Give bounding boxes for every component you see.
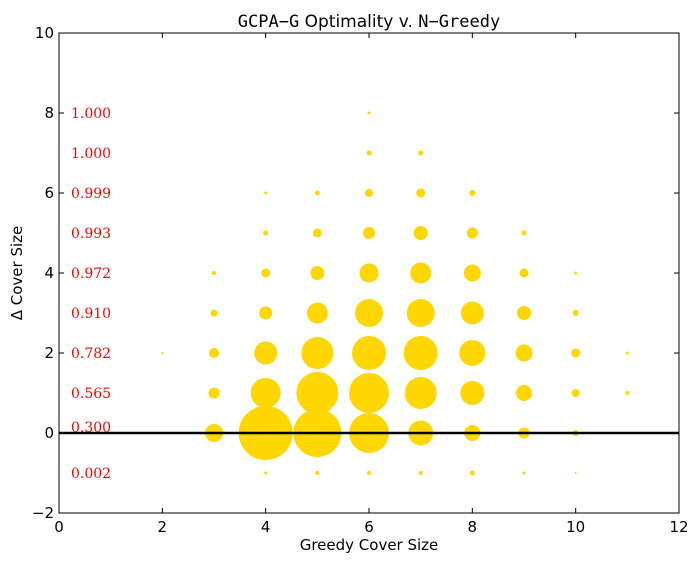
data-point (625, 351, 629, 355)
data-point (413, 226, 428, 240)
data-point (306, 302, 328, 324)
data-point (301, 337, 334, 369)
data-point (466, 227, 478, 239)
row-annotation: 0.972 (71, 266, 111, 282)
data-point (259, 306, 273, 320)
data-point (264, 471, 268, 475)
data-point (212, 271, 216, 275)
data-point (367, 471, 371, 475)
data-point (264, 191, 268, 195)
data-point (410, 262, 432, 284)
data-point (572, 310, 579, 316)
data-point (574, 472, 577, 474)
data-point (161, 352, 164, 354)
y-tick-label: 8 (44, 104, 54, 122)
data-point (418, 471, 423, 475)
row-annotation: 0.999 (71, 186, 111, 202)
data-point (515, 344, 533, 362)
data-point (296, 372, 339, 414)
data-point (315, 471, 320, 475)
points-layer (161, 111, 630, 476)
y-tick-label: 0 (44, 424, 54, 442)
data-point (469, 190, 476, 196)
data-point (209, 348, 219, 358)
annotations-layer: 1.000 1.000 0.999 0.993 0.972 0.910 0.782 0.565… (71, 106, 111, 482)
row-annotation: 1.000 (71, 106, 111, 122)
data-point (406, 299, 435, 327)
x-tick-label: 0 (54, 518, 64, 536)
data-point (460, 301, 484, 325)
y-tick-label: 6 (44, 184, 54, 202)
data-point (349, 373, 389, 413)
x-axis-label: Greedy Cover Size (300, 536, 439, 554)
data-point (365, 189, 373, 197)
chart-title: GCPA−G Optimality v. N−Greedy (238, 12, 500, 32)
chart-title-prefix: GCPA−G (238, 12, 299, 32)
data-point (418, 150, 424, 156)
data-point (366, 150, 372, 156)
x-tick-label: 10 (566, 518, 585, 536)
x-tick-label: 6 (364, 518, 374, 536)
data-point (459, 340, 486, 366)
data-point (250, 378, 281, 408)
data-point (263, 230, 269, 236)
row-annotation: 0.993 (71, 226, 111, 242)
data-point (261, 268, 271, 278)
data-point (208, 387, 220, 399)
data-point (310, 266, 325, 280)
data-point (571, 389, 580, 397)
y-axis-label: Δ Cover Size (8, 226, 26, 321)
x-tick-label: 8 (468, 518, 478, 536)
data-point (254, 341, 278, 365)
x-tick-label: 12 (669, 518, 688, 536)
row-annotation: 1.000 (71, 146, 111, 162)
data-point (367, 111, 371, 115)
data-point (521, 230, 527, 236)
data-point (460, 381, 485, 405)
row-annotation: 0.002 (71, 466, 111, 482)
y-tick-label: 10 (35, 24, 54, 42)
data-point (517, 306, 531, 320)
data-point (516, 385, 532, 401)
data-point (363, 227, 375, 239)
row-annotation: 0.910 (71, 306, 111, 322)
y-tick-label: 2 (44, 344, 54, 362)
row-annotation: 0.782 (71, 346, 111, 362)
data-point (416, 188, 426, 198)
data-point (522, 471, 526, 475)
chart-title-middle: Optimality v. (299, 12, 418, 32)
y-tick-label: −2 (32, 504, 54, 522)
data-point (571, 348, 581, 358)
data-point (355, 299, 383, 327)
data-point (469, 470, 475, 476)
data-point (519, 268, 529, 278)
data-point (404, 377, 437, 409)
y-tick-label: 4 (44, 264, 54, 282)
row-annotation: 0.565 (71, 386, 111, 402)
data-point (352, 336, 386, 370)
data-point (625, 391, 630, 395)
x-tick-label: 4 (261, 518, 271, 536)
data-point (574, 271, 578, 275)
x-tick-label: 2 (158, 518, 168, 536)
data-point (403, 336, 438, 370)
chart-title-suffix: N−Greedy (418, 12, 500, 32)
data-point (312, 228, 322, 238)
data-point (314, 190, 320, 196)
data-point (463, 264, 481, 282)
data-point (210, 309, 218, 317)
data-point (359, 263, 379, 283)
